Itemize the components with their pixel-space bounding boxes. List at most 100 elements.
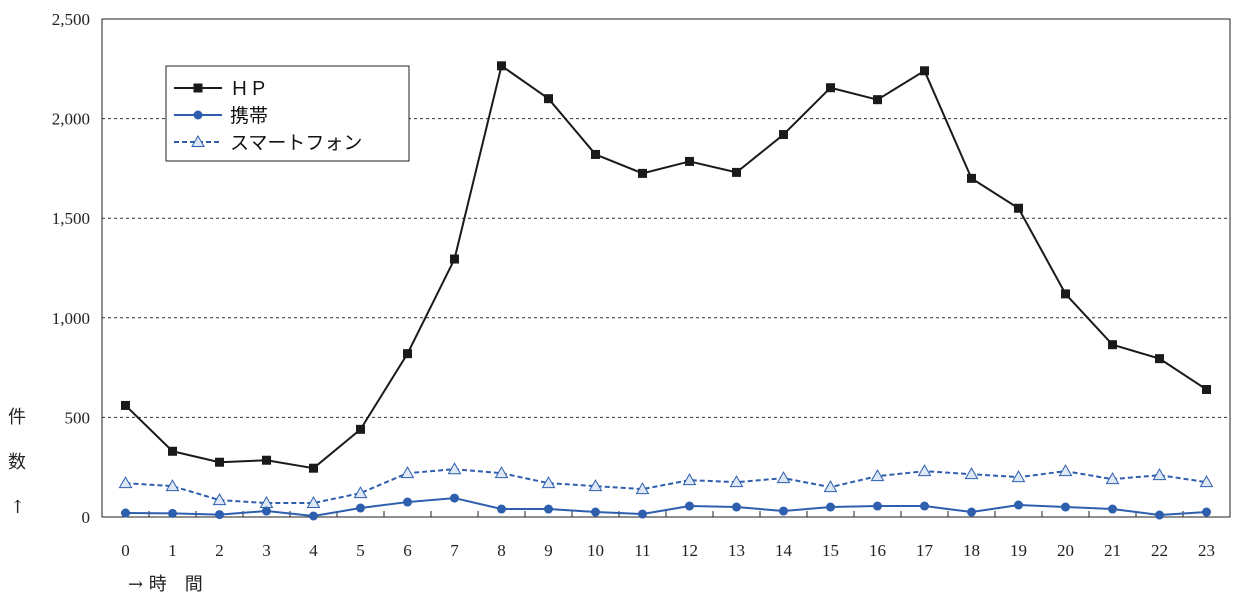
data-point [920, 66, 929, 76]
data-point [873, 95, 882, 105]
legend-item: 携帯 [174, 105, 268, 127]
data-point [121, 508, 130, 518]
data-point [823, 480, 838, 493]
x-tick-label: 2 [215, 541, 224, 560]
data-point [191, 134, 205, 147]
data-point [1155, 354, 1164, 364]
x-tick-label: 17 [916, 541, 934, 560]
data-point [353, 486, 368, 499]
x-tick-label: 5 [356, 541, 365, 560]
y-tick-label: 2,500 [52, 10, 90, 29]
data-point [732, 167, 741, 177]
x-tick-label: 20 [1057, 541, 1074, 560]
data-point [591, 149, 600, 159]
x-tick-label: 10 [587, 541, 604, 560]
data-point [1014, 500, 1023, 510]
x-tick-label: 12 [681, 541, 698, 560]
x-tick-label: 23 [1198, 541, 1215, 560]
series-line [125, 468, 1207, 505]
data-point [779, 506, 788, 516]
legend-label: スマートフォン [230, 132, 362, 154]
data-point [356, 503, 365, 513]
legend-label: ＨＰ [230, 78, 268, 100]
data-point [309, 463, 318, 473]
legend-label: 携帯 [230, 105, 268, 127]
x-tick-label: 7 [450, 541, 459, 560]
x-tick-label: 15 [822, 541, 839, 560]
x-tick-label: 22 [1151, 541, 1168, 560]
x-tick-label: 21 [1104, 541, 1121, 560]
data-point [193, 110, 203, 120]
data-point [1155, 510, 1164, 520]
data-point [356, 424, 365, 434]
x-tick-labels: 0 1 2 3 4 5 6 7 8 9 10 11 12 13 14 15 16 17 18 19 20 21 22 23 [101, 511, 1231, 560]
x-tick-label: 8 [497, 541, 506, 560]
data-point [638, 168, 647, 178]
y-axis-title-char-2: 数 [8, 452, 26, 473]
data-point [591, 507, 600, 517]
y-tick-label: 0 [82, 508, 91, 527]
data-point [1152, 468, 1167, 481]
x-tick-label: 4 [309, 541, 318, 560]
data-point [215, 510, 224, 520]
data-point [826, 83, 835, 93]
series-0 [121, 61, 1211, 473]
data-point [1199, 475, 1214, 488]
data-point [826, 502, 835, 512]
data-point [544, 94, 553, 104]
x-tick-label: 1 [168, 541, 177, 560]
data-point [635, 482, 650, 495]
data-point [165, 479, 180, 492]
data-point [729, 475, 744, 488]
gridlines [102, 118, 1230, 418]
x-tick-label: 19 [1010, 541, 1027, 560]
x-tick-label: 3 [262, 541, 271, 560]
data-point [212, 493, 227, 506]
y-tick-label: 1,500 [52, 209, 90, 228]
data-point [920, 501, 929, 511]
x-tick-label: 9 [544, 541, 553, 560]
data-point [450, 493, 459, 503]
x-tick-label: 18 [963, 541, 980, 560]
data-point [1202, 507, 1211, 517]
data-point [967, 507, 976, 517]
x-tick-label: 14 [775, 541, 793, 560]
legend-item: スマートフォン [174, 132, 362, 154]
series-2 [118, 462, 1214, 509]
series-line [125, 497, 1207, 518]
data-point [262, 506, 271, 516]
y-axis-title-char-1: 件 [8, 407, 26, 428]
x-tick-label: 16 [869, 541, 886, 560]
data-point [215, 457, 224, 467]
data-point [1011, 470, 1026, 483]
data-point [1061, 289, 1070, 299]
data-point [964, 467, 979, 480]
series-layer [118, 61, 1214, 521]
data-point [776, 471, 791, 484]
data-point [403, 497, 412, 507]
y-tick-labels: 0 500 1,000 1,500 2,000 2,500 [52, 10, 90, 527]
data-point [168, 446, 177, 456]
data-point [967, 173, 976, 183]
data-point [1014, 203, 1023, 213]
data-point [262, 455, 271, 465]
data-point [193, 83, 203, 93]
data-point [685, 501, 694, 511]
data-point [870, 469, 885, 482]
data-point [779, 130, 788, 140]
data-point [403, 349, 412, 359]
data-point [682, 473, 697, 486]
x-tick-label: 13 [728, 541, 745, 560]
series-1 [121, 493, 1211, 521]
x-tick-label: 11 [634, 541, 650, 560]
data-point [1108, 340, 1117, 350]
data-point [497, 61, 506, 71]
data-point [685, 156, 694, 166]
y-axis-title-char-3: ↑ [10, 497, 25, 518]
data-point [450, 254, 459, 264]
data-point [494, 466, 509, 479]
data-point [588, 479, 603, 492]
data-point [1202, 385, 1211, 395]
data-point [732, 502, 741, 512]
